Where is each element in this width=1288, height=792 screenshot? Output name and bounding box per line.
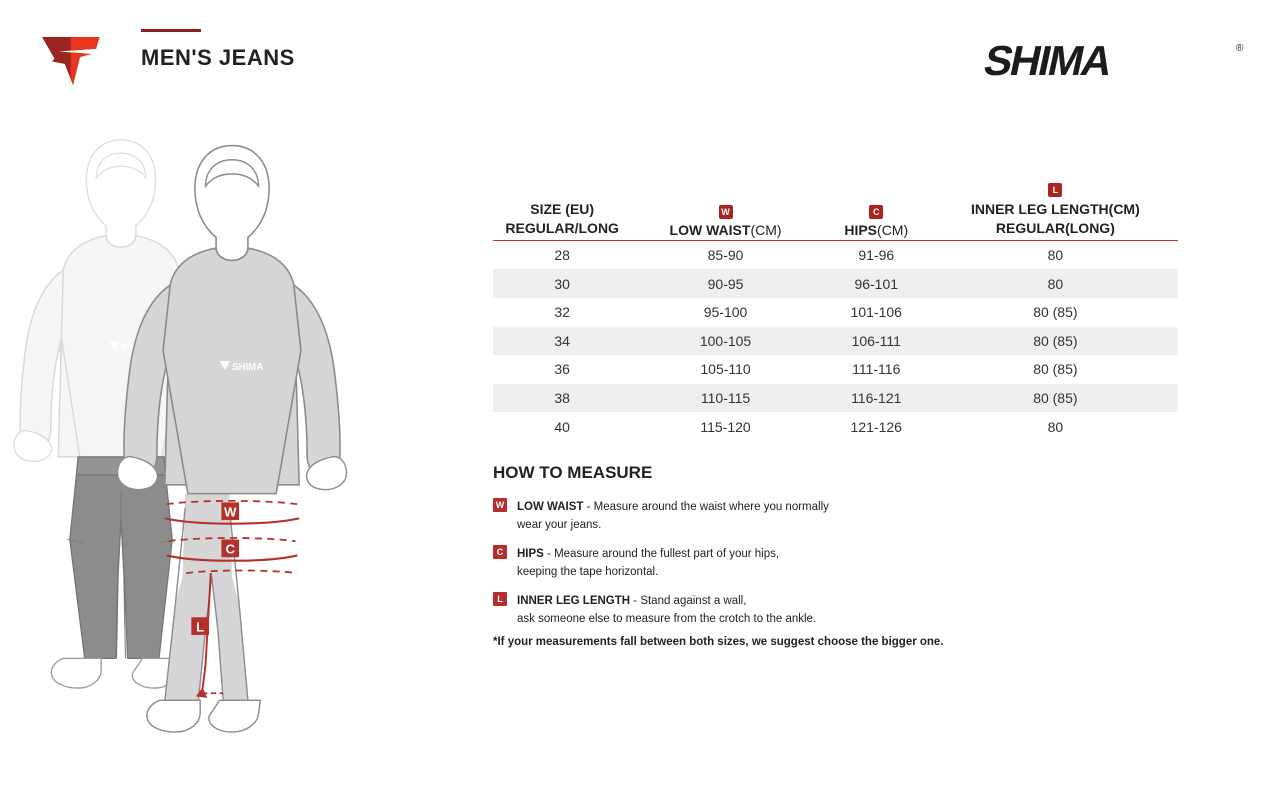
svg-text:C: C [225, 542, 235, 557]
svg-text:W: W [224, 505, 237, 520]
svg-text:SHIMA: SHIMA [232, 362, 263, 373]
svg-text:L: L [196, 619, 204, 634]
